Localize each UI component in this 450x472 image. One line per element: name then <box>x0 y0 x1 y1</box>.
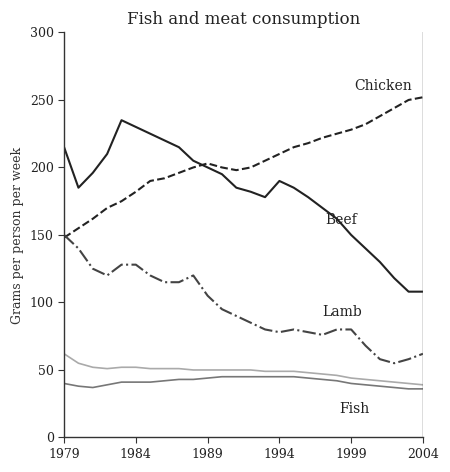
Text: Chicken: Chicken <box>354 79 412 93</box>
Y-axis label: Grams per person per week: Grams per person per week <box>11 146 24 323</box>
Text: Beef: Beef <box>325 213 357 227</box>
Text: Lamb: Lamb <box>323 305 362 319</box>
Text: Fish: Fish <box>340 402 370 416</box>
Title: Fish and meat consumption: Fish and meat consumption <box>127 11 360 28</box>
